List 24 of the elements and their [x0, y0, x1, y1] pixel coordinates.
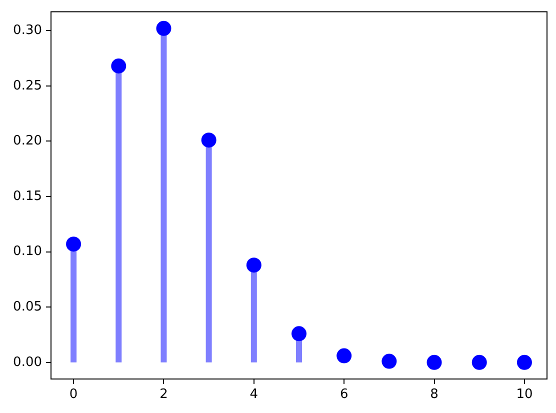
y-tick-label: 0.20: [13, 134, 42, 149]
point: [472, 354, 487, 370]
point: [66, 236, 82, 252]
point: [516, 354, 532, 370]
y-tick-label: 0.00: [13, 354, 42, 370]
x-tick-label: 0: [69, 387, 78, 402]
point: [156, 20, 172, 36]
point: [382, 354, 397, 369]
point: [426, 354, 442, 370]
y-tick-label: 0.30: [13, 22, 42, 38]
x-tick-label: 8: [430, 387, 438, 402]
y-tick-label: 0.05: [13, 299, 42, 314]
point: [246, 258, 262, 273]
point: [201, 132, 216, 148]
y-tick-label: 0.25: [13, 78, 42, 94]
y-tick-label: 0.10: [13, 244, 42, 260]
x-tick-label: 10: [516, 387, 533, 402]
x-tick-label: 4: [250, 387, 258, 402]
point: [292, 326, 306, 342]
x-tick-label: 2: [160, 387, 168, 402]
point: [111, 58, 126, 74]
point: [336, 348, 352, 364]
y-tick-label: 0.15: [13, 188, 42, 204]
x-tick-label: 6: [340, 387, 348, 402]
